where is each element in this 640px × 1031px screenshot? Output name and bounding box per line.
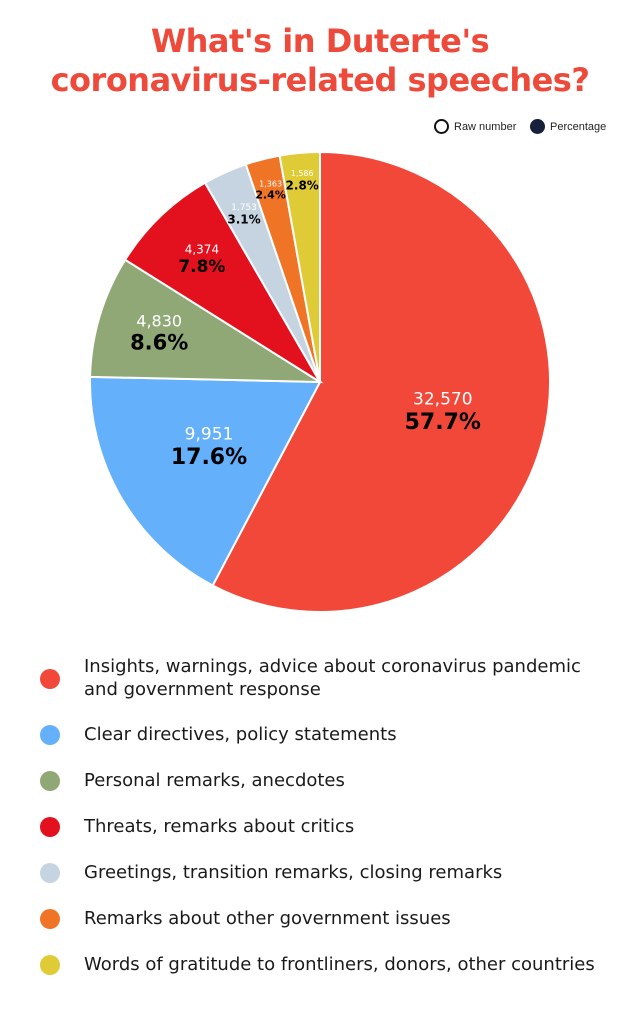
raw-number-ring-icon [434, 119, 449, 134]
legend-item-7: Words of gratitude to frontliners, donor… [40, 953, 620, 976]
legend-item-1: Insights, warnings, advice about coronav… [40, 655, 620, 701]
legend-swatch-4 [40, 817, 60, 837]
legend-label-2: Clear directives, policy statements [84, 724, 397, 745]
legend-swatch-2 [40, 725, 60, 745]
legend-item-5: Greetings, transition remarks, closing r… [40, 861, 620, 884]
legend-item-3: Personal remarks, anecdotes [40, 769, 620, 792]
legend-label-7: Words of gratitude to frontliners, donor… [84, 954, 595, 975]
slice-raw-label-3: 4,830 [136, 311, 182, 330]
legend-swatch-3 [40, 771, 60, 791]
percentage-key-label: Percentage [550, 120, 607, 133]
slice-pct-label-4: 7.8% [178, 257, 225, 277]
legend-label-4: Threats, remarks about critics [84, 816, 355, 837]
slice-pct-label-6: 2.4% [255, 189, 286, 202]
pie-slice-7 [278, 150, 321, 383]
slice-pct-label-7: 2.8% [286, 178, 319, 192]
legend-item-2: Clear directives, policy statements [40, 723, 620, 746]
slice-pct-label-1: 57.7% [405, 410, 481, 435]
chart-title: What's in Duterte's coronavirus-related … [0, 22, 640, 100]
slice-pct-label-2: 17.6% [171, 445, 247, 470]
percentage-dot-icon [530, 119, 545, 134]
legend-label-1: Insights, warnings, advice about coronav… [84, 656, 581, 700]
slice-raw-label-4: 4,374 [185, 243, 219, 257]
raw-number-key: Raw number [434, 119, 516, 134]
slice-raw-label-6: 1,363 [259, 180, 282, 189]
pie-slice-2 [89, 375, 322, 587]
pie-slice-3 [89, 258, 324, 384]
pie-slice-1 [211, 150, 552, 613]
legend-item-6: Remarks about other government issues [40, 907, 620, 930]
legend-swatch-5 [40, 863, 60, 883]
slice-pct-label-5: 3.1% [227, 212, 260, 226]
slice-raw-label-7: 1,586 [291, 169, 314, 178]
slice-pct-label-3: 8.6% [130, 331, 188, 355]
slice-raw-label-1: 32,570 [413, 390, 472, 410]
legend-swatch-6 [40, 909, 60, 929]
percentage-key: Percentage [530, 119, 606, 134]
slice-raw-label-2: 9,951 [185, 425, 234, 445]
legend-label-3: Personal remarks, anecdotes [84, 770, 345, 791]
legend-label-6: Remarks about other government issues [84, 908, 451, 929]
legend-label-5: Greetings, transition remarks, closing r… [84, 862, 503, 883]
legend-swatch-1 [40, 669, 60, 689]
raw-number-key-label: Raw number [454, 120, 517, 133]
pie-slice-4 [123, 181, 321, 383]
title-line-1: What's in Duterte's [150, 22, 490, 60]
legend-item-4: Threats, remarks about critics [40, 815, 620, 838]
slice-raw-label-5: 1,753 [231, 203, 257, 213]
title-line-2: coronavirus-related speeches? [50, 61, 590, 99]
legend-swatch-7 [40, 955, 60, 975]
